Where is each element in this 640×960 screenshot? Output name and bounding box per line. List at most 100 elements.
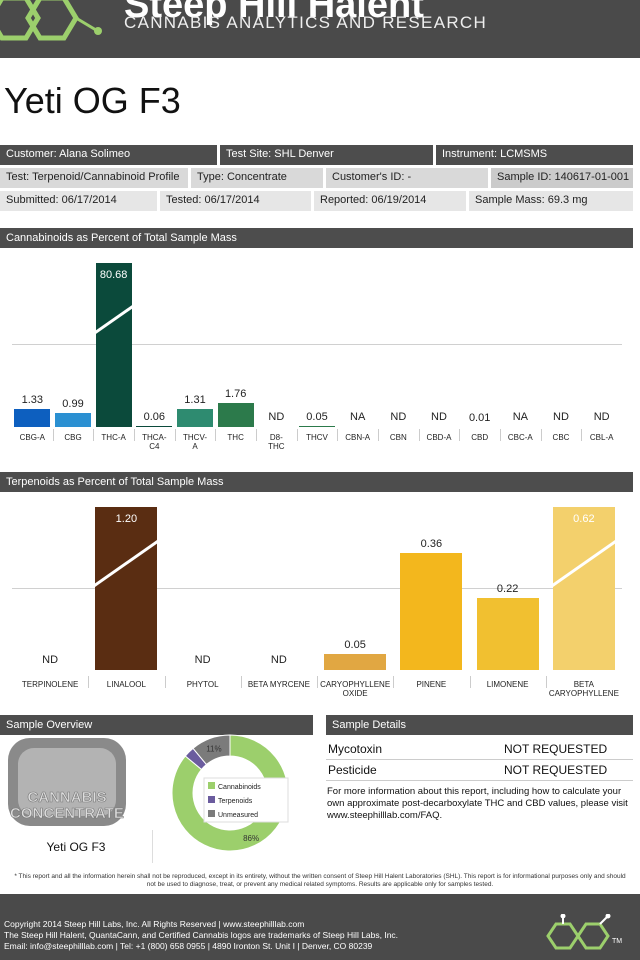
category-divider [164,676,166,688]
value-label: ND [42,654,59,666]
header-band: Steep Hill Halent CANNABIS ANALYTICS AND… [0,0,640,58]
category-divider [418,429,420,441]
value-label: NA [350,411,366,423]
x-tick-label: CBN [389,433,407,442]
x-tick-label: CBG-A [19,433,45,442]
product-icon-inner [18,748,116,816]
footer-line: Copyright 2014 Steep Hill Labs, Inc. All… [4,919,305,929]
category-divider [540,429,542,441]
footer-line: The Steep Hill Halent, QuantaCann, and C… [4,930,399,940]
info-cell: Reported: 06/19/2014 [314,191,466,211]
divider [152,830,153,863]
value-label: 1.20 [115,513,138,525]
value-label: 80.68 [99,269,128,281]
category-divider [459,429,461,441]
value-label: ND [431,411,447,423]
value-label: 0.06 [143,411,166,424]
category-divider [240,676,242,688]
value-label: 1.33 [21,393,44,406]
category-divider [93,429,95,441]
x-tick-label: D8-THC [268,433,285,451]
x-tick-label: CBD-A [426,433,452,442]
section-header: Sample Details [326,715,633,735]
bar [400,552,463,670]
value-label: ND [390,411,407,423]
detail-label: Pesticide [328,763,377,777]
detail-label: Mycotoxin [328,742,383,756]
value-label: 0.05 [306,411,328,424]
slice-label: 11% [206,744,221,753]
x-tick-label: PHYTOL [186,680,219,689]
x-tick-label: CBC-A [507,433,533,442]
footer-band: Copyright 2014 Steep Hill Labs, Inc. All… [0,894,640,960]
x-tick-label: THCV [306,433,328,442]
icon-line: CANNABIS [27,789,107,806]
category-divider [88,676,90,688]
value-label: 0.62 [573,513,595,525]
info-cell: Test: Terpenoid/Cannabinoid Profile [0,168,188,188]
bar [95,507,158,670]
info-cell: Sample Mass: 69.3 mg [469,191,633,211]
divider [326,780,633,781]
x-tick-label: BETA MYRCENE [247,680,310,689]
logo [0,0,102,41]
info-cell: Customer: Alana Solimeo [0,145,217,165]
bar [476,598,539,670]
info-cell: Test Site: SHL Denver [220,145,433,165]
legend-swatch [208,810,215,817]
divider [326,759,633,760]
value-label: ND [268,411,285,423]
value-label: 0.01 [468,411,491,424]
info-cell: Tested: 06/17/2014 [160,191,311,211]
plot-area: ND 1.20 ND ND 0.05 0.36 0.22 0.62 [12,507,622,670]
legend-label: Unmeasured [218,812,258,819]
brand-subtitle: CANNABIS ANALYTICS AND RESEARCH [124,13,488,32]
category-divider [581,429,583,441]
category-divider [134,429,135,441]
bar [217,402,254,427]
footer-line: Email: info@steephilllab.com | Tel: +1 (… [4,941,373,951]
category-divider [337,429,339,441]
legend-swatch [208,796,215,803]
bar [136,426,173,427]
x-tick-label: THCV-A [183,433,207,451]
bar [177,409,213,427]
value-label: 0.22 [496,583,519,596]
value-label: 1.31 [184,394,206,407]
value-label: ND [553,411,569,423]
category-divider [215,429,217,441]
bar [55,413,91,427]
legend-label: Cannabinoids [218,784,261,791]
axis-break [552,538,615,589]
axis-break [95,302,132,337]
info-cell: Type: Concentrate [191,168,323,188]
detail-value: NOT REQUESTED [504,763,608,777]
x-tick-label: CBG [64,433,82,442]
x-tick-label: THCA-C4 [142,433,167,451]
category-divider [500,429,501,441]
legend-swatch [208,782,215,789]
x-tick-label: CBC [552,433,570,442]
x-tick-label: CBL-A [589,433,614,442]
section-header: Sample Overview [0,715,313,735]
detail-note: For more information about this report, … [327,786,628,821]
value-label: 0.99 [62,398,84,411]
trademark: TM [612,938,623,945]
disclaimer: * This report and all the information he… [14,873,626,888]
grid-line [12,587,622,589]
donut-chart: 86% 11% Cannabinoids Terpenoids Unmeasured [171,734,289,852]
info-cell: Submitted: 06/17/2014 [0,191,157,211]
bar [324,653,387,670]
category-divider [469,676,471,688]
footer-text: Copyright 2014 Steep Hill Labs, Inc. All… [4,919,398,952]
x-tick-label: PINENE [416,680,447,689]
plot-area: 1.33 0.99 80.68 0.06 1.31 1.76 ND 0.05 NA ND ND 0.0… [12,263,622,427]
x-tick-label: CARYOPHYLLENE OXIDE [320,680,391,698]
info-cell: Customer's ID: - [326,168,488,188]
bar [552,507,615,670]
axis-break [95,538,158,589]
brand-title: Steep Hill Halent [124,0,424,26]
value-label: 0.05 [344,638,366,651]
value-label: 1.76 [224,387,247,400]
sample-name: Yeti OG F3 [46,840,106,854]
